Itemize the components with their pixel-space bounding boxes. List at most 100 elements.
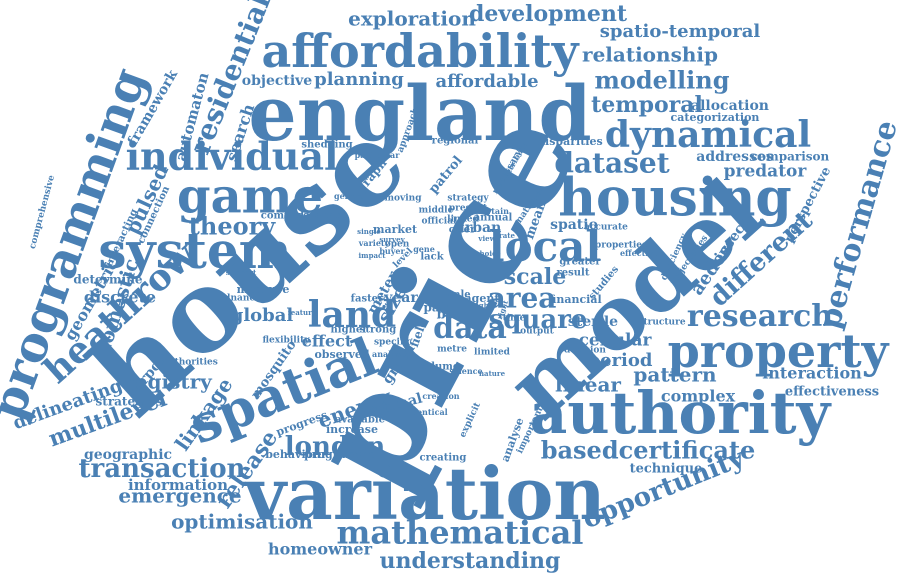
cloud-word-rate: rate	[499, 231, 515, 240]
cloud-word-optimisation: optimisation	[171, 510, 313, 534]
cloud-word-behaviour: behaviour	[265, 448, 327, 461]
cloud-word-theory: theory	[189, 212, 276, 241]
cloud-word-support: support	[226, 268, 257, 277]
cloud-word-urban: urban	[455, 220, 502, 236]
cloud-word-modelling: modelling	[594, 66, 729, 95]
cloud-word-objective: objective	[242, 73, 313, 89]
cloud-word-identical: identical	[408, 407, 447, 417]
cloud-word-science: science	[449, 366, 482, 376]
cloud-word-individual: individual	[126, 134, 339, 179]
cloud-word-observed: observed	[314, 348, 369, 361]
cloud-word-shedding: shedding	[301, 140, 352, 151]
cloud-word-affordable: affordable	[435, 71, 538, 92]
cloud-word-authority: authority	[530, 379, 833, 447]
cloud-word-interaction: interaction	[762, 364, 862, 383]
cloud-word-strong: strong	[360, 325, 396, 336]
cloud-word-dynamical: dynamical	[605, 114, 811, 156]
cloud-word-feature: feature	[288, 308, 317, 317]
cloud-word-linear: linear	[555, 373, 621, 397]
cloud-word-variation: variation	[242, 451, 605, 536]
cloud-word-housing: housing	[558, 168, 792, 229]
cloud-word-faster: faster	[351, 294, 384, 305]
cloud-word-relationship: relationship	[582, 43, 718, 67]
cloud-word-structure: structure	[638, 318, 685, 328]
cloud-word-programme: programme	[304, 448, 376, 461]
cloud-word-game: game	[177, 169, 323, 225]
cloud-word-higher: higher	[331, 325, 369, 336]
cloud-word-general: general	[334, 191, 368, 201]
cloud-word-dataset: dataset	[554, 147, 669, 180]
cloud-word-annual: annual	[474, 213, 513, 224]
cloud-word-analysis: analysis	[372, 349, 408, 359]
cloud-word-land: land	[308, 294, 396, 336]
cloud-word-moving: moving	[384, 194, 422, 204]
cloud-word-square: square	[489, 305, 588, 335]
cloud-word-financial: financial	[548, 293, 601, 306]
cloud-word-lack: lack	[420, 252, 444, 263]
cloud-word-london: london	[285, 432, 386, 462]
cloud-word-england: england	[248, 69, 591, 158]
cloud-word-creating: creating	[420, 453, 467, 464]
cloud-word-mathematical: mathematical	[337, 514, 584, 552]
cloud-word-geographic: geographic	[84, 447, 172, 463]
cloud-word-open: open	[385, 240, 410, 250]
cloud-word-wale: wale	[444, 290, 470, 301]
cloud-word-linked: linked	[447, 215, 479, 225]
cloud-word-strategy: strategy	[447, 194, 489, 204]
cloud-word-measure: measure	[237, 283, 290, 296]
cloud-word-effectiveness: effectiveness	[785, 385, 879, 400]
cloud-word-limited: limited	[474, 348, 511, 358]
cloud-word-present: present	[449, 204, 488, 214]
cloud-word-property: property	[668, 324, 890, 378]
cloud-word-flexibility: flexibility	[263, 336, 311, 346]
cloud-word-basedcertificate: basedcertificate	[541, 436, 756, 465]
cloud-word-paid: paid	[423, 301, 453, 315]
cloud-word-period: period	[588, 350, 653, 371]
cloud-word-disparities: disparities	[537, 135, 602, 148]
cloud-word-information: information	[128, 476, 228, 494]
cloud-word-authorities: authorities	[162, 358, 218, 368]
cloud-word-emergence: emergence	[118, 484, 241, 508]
cloud-word-result: result	[557, 268, 590, 279]
cloud-word-local: local	[489, 222, 602, 271]
cloud-word-gene: gene	[413, 244, 435, 254]
cloud-word-exploration: exploration	[348, 7, 476, 31]
cloud-word-categorization: categorization	[671, 111, 760, 124]
cloud-word-certain: certain	[477, 206, 509, 216]
cloud-word-middle: middle	[419, 206, 454, 216]
cloud-word-determine: determine	[73, 273, 143, 287]
cloud-word-variety: variety	[358, 238, 390, 248]
cloud-word-scale: scale	[504, 264, 566, 290]
cloud-word-choice: choice	[475, 249, 501, 258]
cloud-word-year: year	[383, 290, 418, 306]
cloud-word-predator: predator	[724, 162, 808, 182]
cloud-word-increase: increase	[326, 423, 378, 436]
cloud-word-transaction: transaction	[79, 454, 246, 484]
cloud-word-cellular: cellular	[579, 331, 653, 351]
cloud-word-complex: complex	[661, 387, 736, 406]
cloud-word-time: time	[503, 314, 526, 324]
cloud-word-volume: volume	[418, 362, 460, 373]
cloud-word-effect: effect	[302, 332, 353, 351]
cloud-word-impact: impact	[359, 251, 387, 260]
cloud-word-offer: offer	[449, 225, 476, 236]
cloud-word-compare: compare	[261, 211, 309, 222]
cloud-word-pattern: pattern	[633, 363, 717, 387]
cloud-word-development: development	[469, 1, 628, 27]
cloud-word-registry: registry	[124, 370, 213, 394]
cloud-word-sterile: sterile	[568, 314, 618, 330]
cloud-word-survey: survey	[379, 235, 405, 244]
cloud-word-global: global	[231, 305, 294, 326]
cloud-word-affordability: affordability	[261, 24, 579, 78]
cloud-word-single: single	[357, 227, 381, 236]
cloud-word-homeowner: homeowner	[268, 540, 373, 559]
cloud-word-understanding: understanding	[380, 548, 561, 574]
cloud-word-market: market	[373, 223, 418, 236]
cloud-word-nature: nature	[479, 369, 506, 378]
cloud-word-temporal: temporal	[591, 92, 703, 118]
cloud-word-spatio: spatio	[550, 217, 598, 233]
cloud-word-best: best	[437, 308, 468, 323]
cloud-word-buyer: buyer	[379, 246, 405, 256]
